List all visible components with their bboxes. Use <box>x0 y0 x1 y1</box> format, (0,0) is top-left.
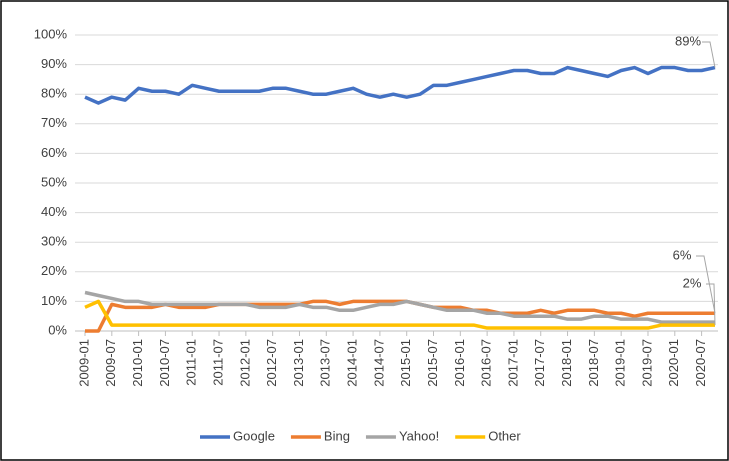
leader-line <box>696 255 716 314</box>
x-tick-label: 2013-07 <box>318 339 333 387</box>
annotation: 2% <box>683 275 702 290</box>
x-tick-label: 2019-01 <box>613 339 628 387</box>
leader-line <box>702 41 716 68</box>
x-tick-label: 2019-07 <box>639 339 654 387</box>
y-tick-label: 70% <box>41 115 67 130</box>
x-tick-label: 2011-07 <box>210 339 225 386</box>
x-tick-label: 2020-07 <box>693 339 708 387</box>
x-tick-label: 2020-01 <box>666 339 681 387</box>
y-tick-label: 20% <box>41 263 67 278</box>
x-tick-label: 2012-01 <box>237 339 252 387</box>
x-tick-label: 2015-01 <box>398 339 413 387</box>
y-tick-label: 30% <box>41 234 67 249</box>
x-tick-label: 2018-01 <box>559 339 574 387</box>
y-tick-label: 80% <box>41 86 67 101</box>
legend-label: Yahoo! <box>399 428 439 443</box>
x-tick-label: 2011-01 <box>184 339 199 386</box>
annotation: 89% <box>675 33 701 48</box>
legend-label: Other <box>488 428 521 443</box>
y-tick-label: 100% <box>34 26 68 41</box>
x-tick-label: 2017-07 <box>532 339 547 387</box>
x-tick-label: 2012-07 <box>264 339 279 387</box>
series-line <box>84 65 716 105</box>
x-tick-label: 2009-07 <box>103 339 118 387</box>
x-tick-label: 2013-01 <box>291 339 306 387</box>
y-tick-label: 60% <box>41 145 67 160</box>
x-tick-label: 2017-01 <box>505 339 520 387</box>
x-tick-label: 2018-07 <box>586 339 601 387</box>
series-line <box>84 290 715 324</box>
series-line <box>84 299 715 330</box>
x-tick-label: 2010-07 <box>157 339 172 387</box>
y-tick-label: 10% <box>41 293 67 308</box>
leader-line <box>706 283 716 326</box>
x-tick-label: 2010-01 <box>130 339 145 387</box>
x-tick-label: 2016-07 <box>479 339 494 387</box>
x-tick-label: 2014-01 <box>345 339 360 387</box>
x-tick-label: 2009-01 <box>76 339 91 387</box>
legend-label: Bing <box>324 428 350 443</box>
legend-label: Google <box>233 428 275 443</box>
y-tick-label: 40% <box>41 204 67 219</box>
x-tick-label: 2015-07 <box>425 339 440 387</box>
y-tick-label: 50% <box>41 174 67 189</box>
x-tick-label: 2016-01 <box>452 339 467 387</box>
y-tick-label: 0% <box>48 322 67 337</box>
y-tick-label: 90% <box>41 56 67 71</box>
annotation: 6% <box>673 247 692 262</box>
x-tick-label: 2014-07 <box>371 339 386 387</box>
